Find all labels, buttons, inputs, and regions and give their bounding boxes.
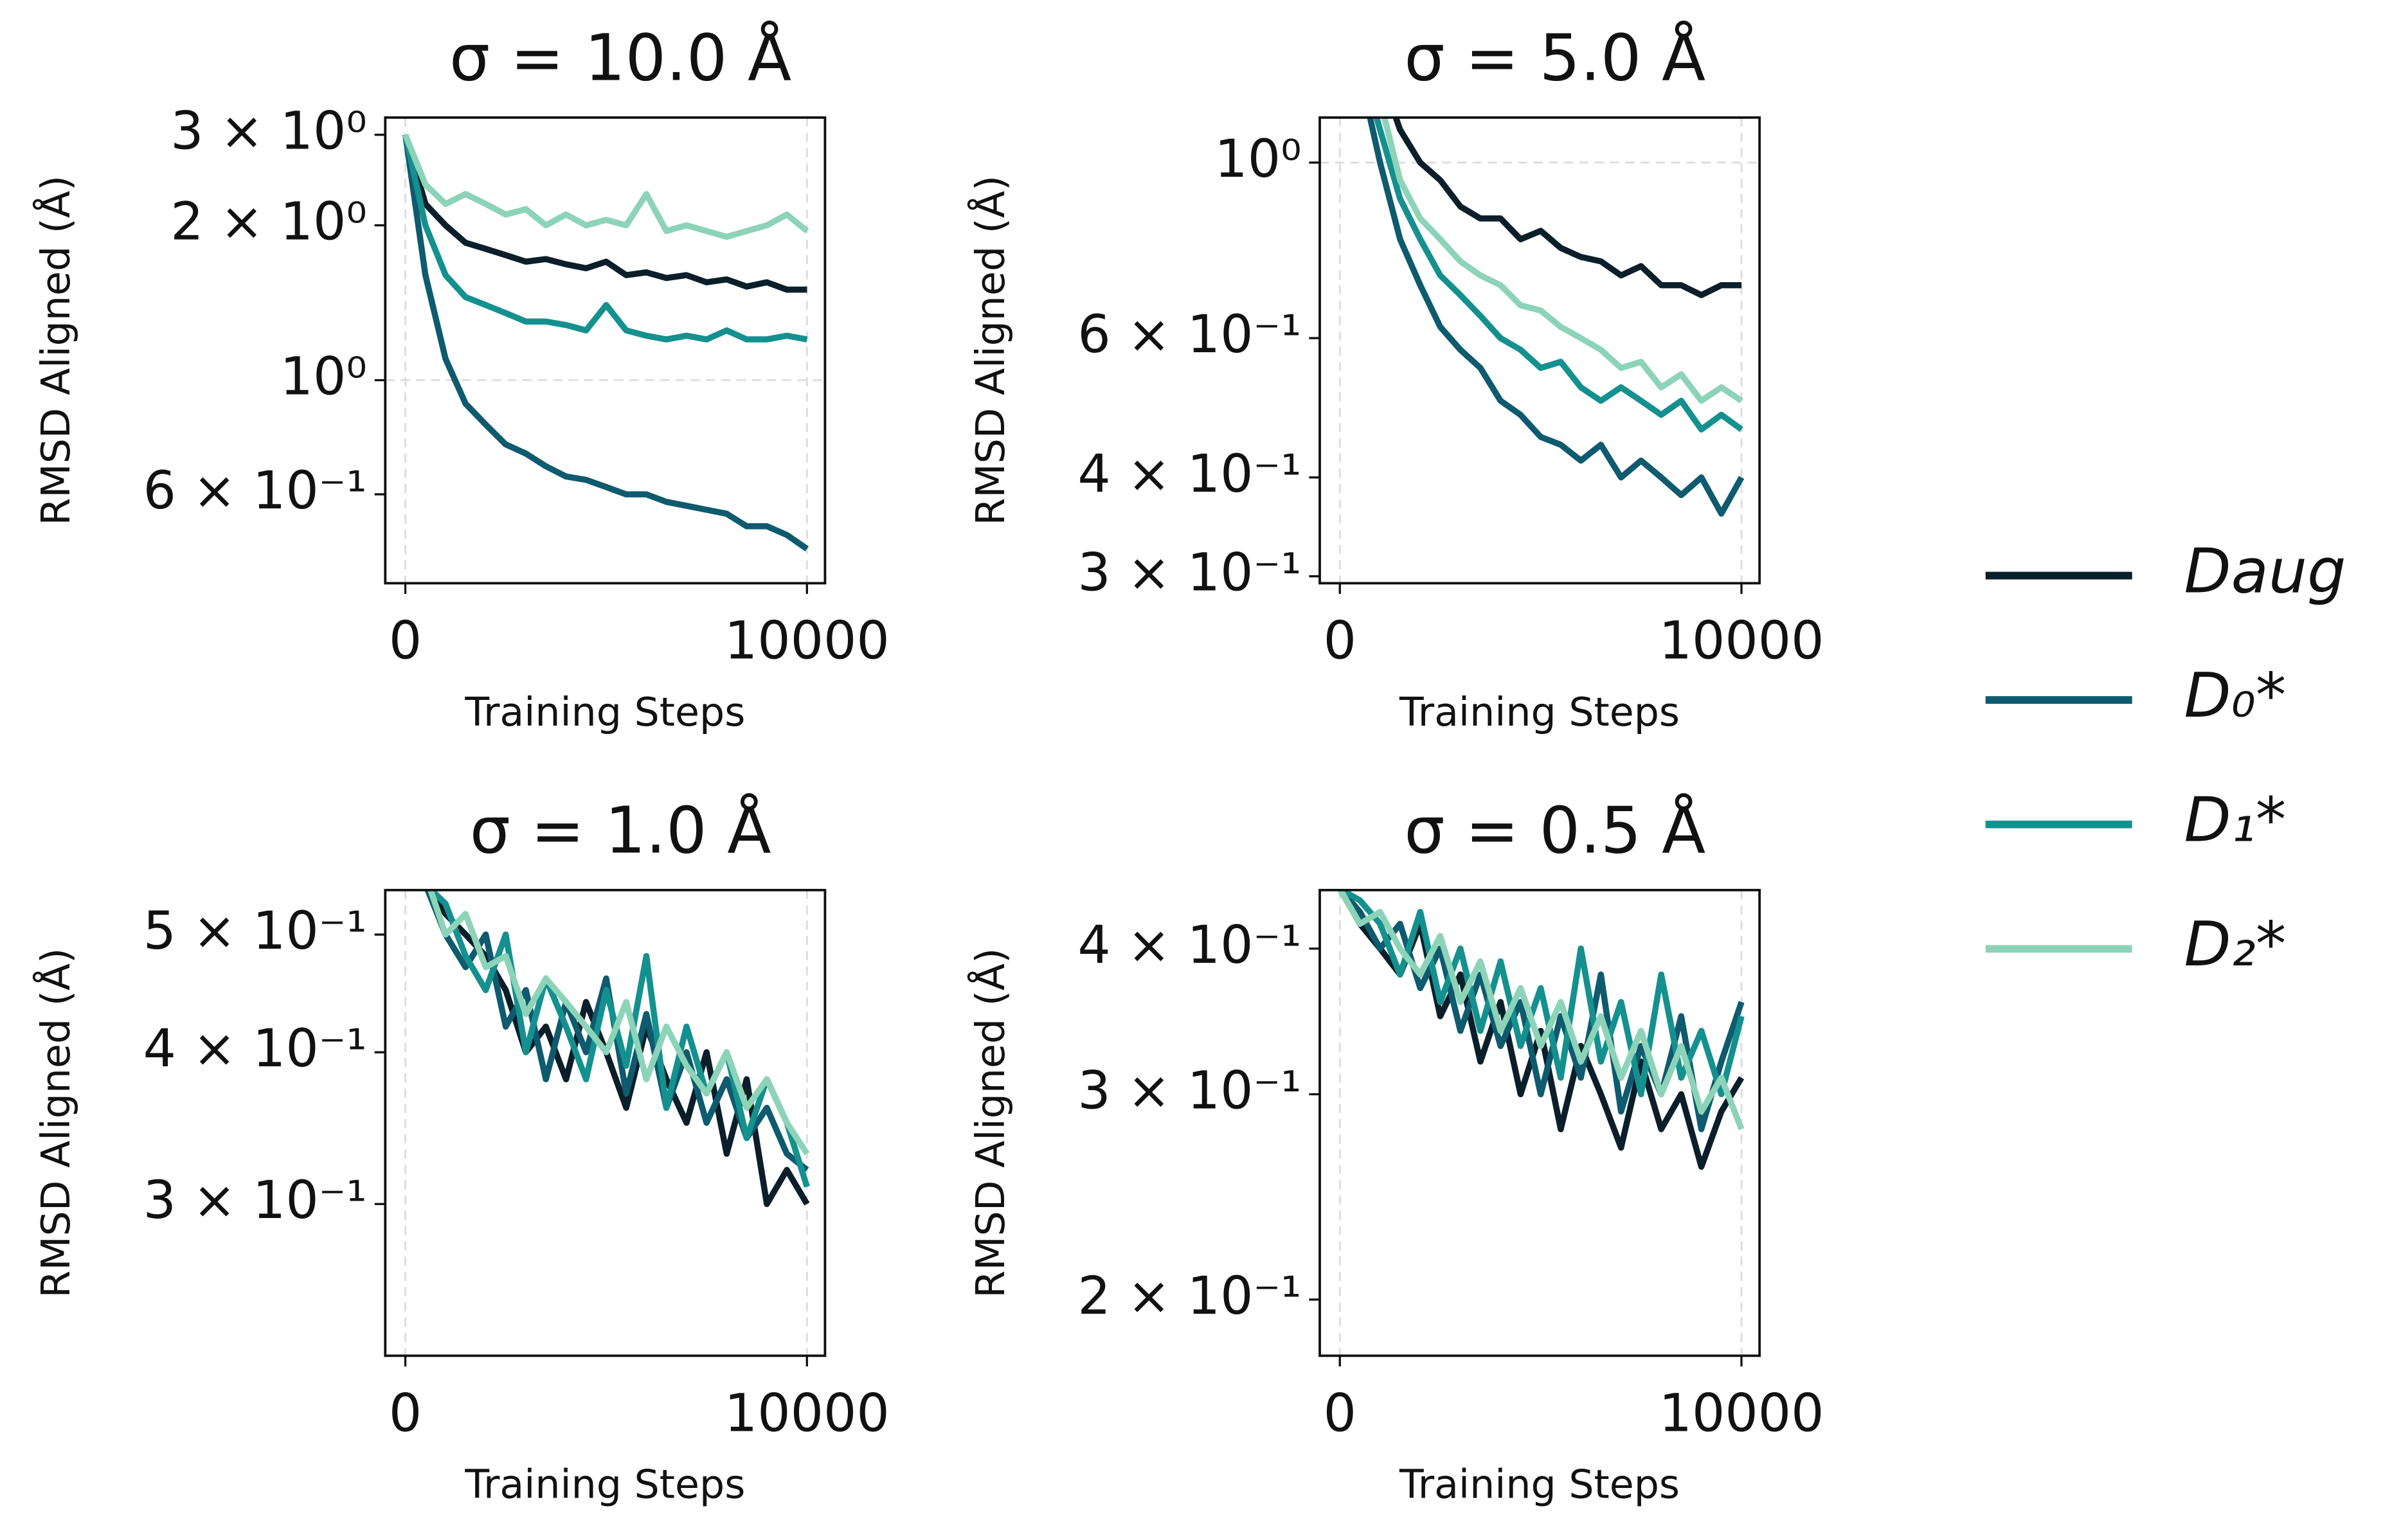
x-tick-label: 10000	[724, 611, 890, 671]
x-axis-label: Training Steps	[1399, 1462, 1680, 1508]
legend-label: D₁*	[2184, 785, 2286, 856]
chart-title: σ = 0.5 Å	[1404, 792, 1705, 868]
series-line	[1338, 890, 1745, 1098]
y-axis-label: RMSD Aligned (Å)	[32, 175, 79, 526]
y-tick-label: 2 × 10⁰	[170, 192, 367, 253]
y-tick-label: 6 × 10⁻¹	[143, 461, 367, 521]
x-tick-label: 0	[389, 1383, 422, 1444]
plot-area	[424, 890, 810, 1207]
y-tick-label: 3 × 10⁰	[170, 102, 367, 162]
y-tick-label: 6 × 10⁻¹	[1077, 305, 1301, 365]
y-tick-label: 4 × 10⁻¹	[1077, 444, 1301, 505]
x-tick-label: 10000	[1659, 611, 1824, 671]
y-tick-label: 10⁰	[1214, 129, 1301, 190]
y-tick-label: 2 × 10⁻¹	[1077, 1266, 1301, 1327]
series-line	[427, 890, 810, 1156]
y-tick-label: 4 × 10⁻¹	[143, 1019, 367, 1079]
plot-area	[402, 133, 809, 551]
series-line	[402, 134, 807, 293]
x-tick-label: 0	[1324, 611, 1356, 671]
y-axis-label: RMSD Aligned (Å)	[32, 948, 79, 1298]
series-line	[427, 890, 810, 1188]
series-line	[1337, 890, 1745, 1131]
chart-title: σ = 5.0 Å	[1404, 20, 1705, 96]
legend-label: D₂*	[2184, 909, 2286, 980]
y-tick-label: 3 × 10⁻¹	[1077, 543, 1301, 604]
axes-frame	[1318, 116, 1761, 585]
chart-title: σ = 10.0 Å	[449, 20, 791, 96]
series-line	[402, 134, 808, 343]
x-tick-label: 0	[389, 611, 422, 671]
series-line	[1392, 117, 1742, 298]
y-tick-label: 3 × 10⁻¹	[143, 1170, 367, 1231]
y-tick-label: 4 × 10⁻¹	[1077, 915, 1301, 976]
y-tick-label: 10⁰	[280, 346, 367, 407]
axes-frame	[384, 888, 827, 1357]
x-axis-label: Training Steps	[1399, 689, 1680, 735]
x-axis-label: Training Steps	[464, 689, 745, 735]
y-tick-label: 3 × 10⁻¹	[1077, 1061, 1301, 1121]
plot-area	[1367, 117, 1745, 517]
series-line	[1381, 117, 1743, 404]
series-line	[402, 133, 809, 240]
y-axis-label: RMSD Aligned (Å)	[967, 175, 1014, 526]
x-tick-label: 0	[1324, 1383, 1356, 1444]
series-line	[1367, 117, 1745, 517]
axes-frame	[1318, 888, 1761, 1357]
series-line	[402, 134, 809, 551]
axes-frame	[384, 116, 827, 585]
series-line	[424, 890, 809, 1172]
series-line	[1373, 117, 1743, 433]
series-line	[426, 890, 810, 1207]
x-axis-label: Training Steps	[464, 1462, 745, 1508]
plot-area	[1337, 890, 1745, 1170]
x-tick-label: 10000	[724, 1383, 890, 1444]
x-tick-label: 10000	[1659, 1383, 1824, 1444]
y-tick-label: 5 × 10⁻¹	[143, 901, 367, 962]
y-axis-label: RMSD Aligned (Å)	[967, 948, 1014, 1298]
legend-label: D₀*	[2184, 661, 2286, 731]
chart-title: σ = 1.0 Å	[470, 792, 771, 868]
legend-label: Daug	[2184, 536, 2346, 607]
